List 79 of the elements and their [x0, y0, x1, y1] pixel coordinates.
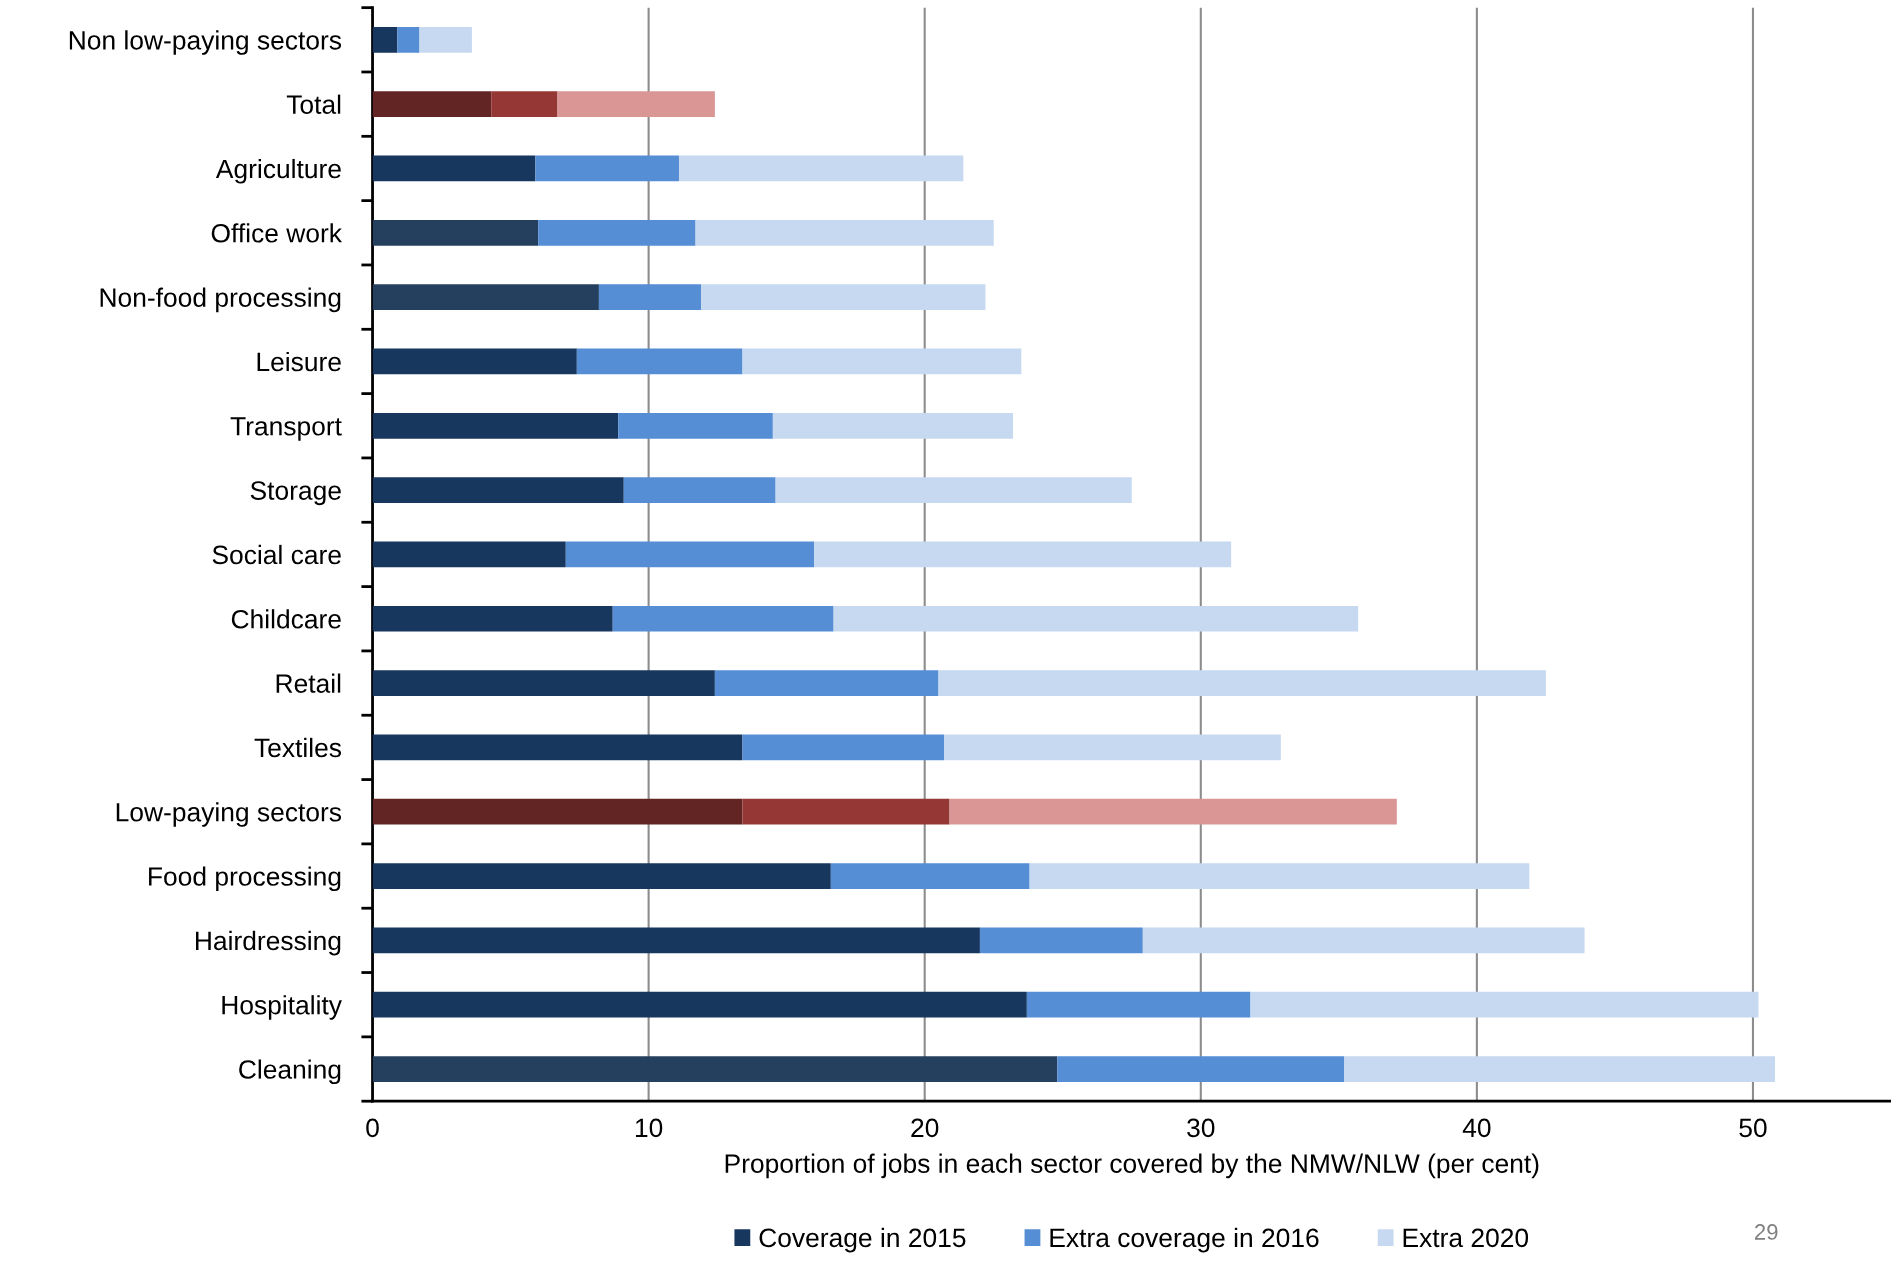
- y-tick-label: Childcare: [231, 609, 341, 629]
- bar: [598, 284, 702, 310]
- x-tick-label: 0: [366, 1118, 379, 1138]
- y-tick-label: Leisure: [257, 351, 341, 372]
- y-tick-label: Social care: [212, 544, 341, 565]
- bar: [1026, 991, 1251, 1018]
- bar: [372, 605, 613, 632]
- bar: [535, 155, 679, 182]
- bar: [678, 155, 964, 182]
- bar: [742, 734, 945, 761]
- bar: [491, 91, 558, 118]
- y-tick-label: Office work: [211, 223, 343, 243]
- bar: [576, 348, 743, 375]
- bar: [944, 734, 1281, 761]
- bar: [742, 348, 1022, 375]
- bar: [372, 348, 577, 375]
- y-tick-label: Hospitality: [222, 995, 342, 1020]
- bar: [701, 284, 986, 310]
- bar: [979, 927, 1143, 954]
- bar: [1029, 863, 1530, 889]
- bar: [372, 1056, 1058, 1082]
- bar: [775, 477, 1132, 503]
- bar: [372, 26, 398, 53]
- bar: [618, 412, 773, 439]
- y-tick-label: Agriculture: [215, 158, 341, 184]
- bar: [372, 284, 599, 310]
- bar: [397, 26, 420, 53]
- text: 29: [1754, 1224, 1778, 1240]
- legend-label: Extra 2020: [1403, 1228, 1529, 1248]
- bar: [372, 927, 980, 954]
- bar: [830, 863, 1030, 889]
- bar: [372, 91, 492, 118]
- bar: [623, 477, 776, 503]
- bar: [1057, 1056, 1345, 1082]
- bar: [419, 26, 472, 53]
- x-tick-label: 30: [1187, 1118, 1215, 1138]
- bar: [372, 734, 743, 761]
- x-tick-label: 10: [635, 1118, 663, 1138]
- y-tick-label: Low-paying sectors: [116, 802, 342, 827]
- bar: [742, 798, 950, 825]
- x-axis-title: Proportion of jobs in each sector covered by the NMW/NLW (per cent): [725, 1153, 1539, 1179]
- bar: [565, 541, 815, 568]
- legend-label: Coverage in 2015: [759, 1227, 966, 1253]
- bar: [538, 219, 696, 246]
- bar: [372, 991, 1027, 1018]
- y-tick-label: Textiles: [254, 737, 342, 758]
- y-tick-label: Retail: [276, 673, 341, 693]
- bar: [1250, 991, 1759, 1018]
- x-tick-label: 50: [1739, 1118, 1767, 1138]
- bar: [612, 605, 834, 632]
- y-tick-label: Total: [286, 94, 341, 114]
- x-tick-label: 40: [1462, 1118, 1491, 1138]
- bar: [372, 798, 743, 825]
- bar: [372, 541, 566, 568]
- bar: [949, 798, 1397, 825]
- bar: [372, 219, 539, 246]
- y-tick-label: Non low-paying sectors: [69, 30, 342, 55]
- bar: [557, 91, 715, 118]
- bar: [372, 670, 715, 696]
- bar: [372, 412, 619, 439]
- bar: [938, 670, 1546, 696]
- y-tick-label: Food processing: [149, 866, 341, 892]
- bar: [772, 412, 1014, 439]
- bar: [814, 541, 1232, 568]
- y-tick-label: Storage: [250, 481, 341, 506]
- y-tick-label: Cleaning: [239, 1059, 341, 1085]
- bar: [372, 863, 831, 889]
- bar: [1142, 927, 1585, 954]
- bar: [372, 477, 624, 503]
- y-tick-label: Transport: [230, 417, 342, 441]
- bar: [695, 219, 994, 246]
- bar: [714, 670, 939, 696]
- x-tick-label: 20: [911, 1118, 939, 1138]
- y-tick-label: Non-food processing: [100, 287, 341, 313]
- y-tick-label: Hairdressing: [196, 930, 341, 956]
- bar: [833, 605, 1359, 632]
- bar: [1344, 1056, 1776, 1082]
- legend-label: Extra coverage in 2016: [1050, 1227, 1319, 1253]
- bar: [372, 155, 536, 182]
